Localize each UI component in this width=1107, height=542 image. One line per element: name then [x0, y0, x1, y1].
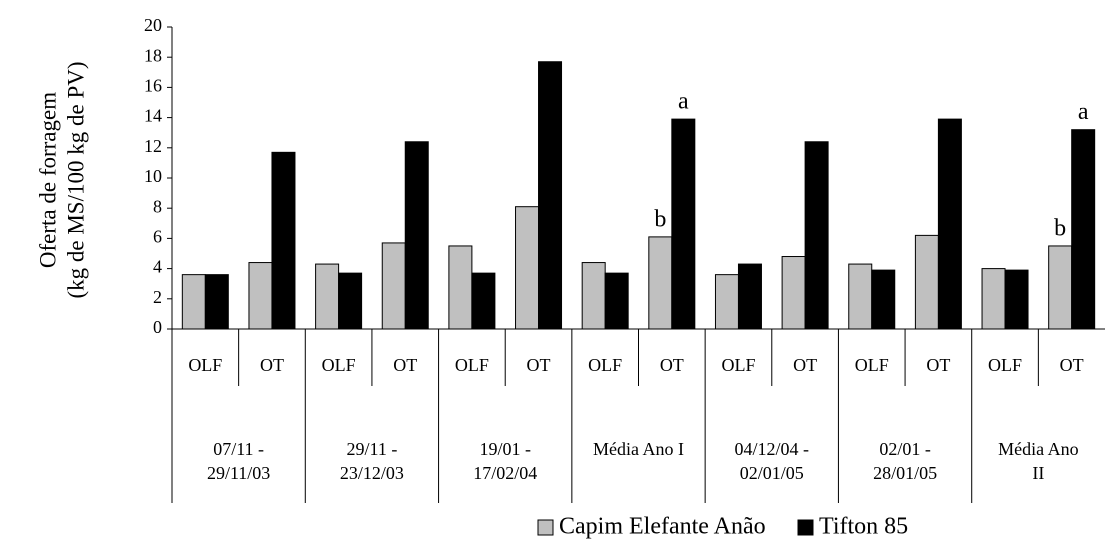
group-label: 23/12/03	[340, 463, 404, 483]
bar	[381, 242, 406, 330]
bar	[848, 263, 873, 330]
annotation: a	[1078, 99, 1089, 125]
bar	[1004, 269, 1029, 330]
x-tick-label: OLF	[322, 355, 356, 375]
bar	[204, 274, 229, 330]
bar	[271, 151, 296, 330]
bar	[714, 274, 739, 330]
bar	[338, 272, 363, 330]
bar	[515, 206, 540, 330]
bar	[248, 262, 273, 330]
y-tick-label: 16	[144, 76, 162, 96]
y-tick-label: 20	[144, 15, 162, 35]
bar	[737, 263, 762, 330]
annotation: b	[1054, 215, 1066, 241]
y-axis-title: (kg de MS/100 kg de PV)	[63, 61, 88, 298]
bar	[471, 272, 496, 330]
group-label: II	[1032, 463, 1044, 483]
group-label: 28/01/05	[873, 463, 937, 483]
x-tick-label: OT	[393, 355, 417, 375]
annotation: b	[654, 206, 666, 232]
x-tick-label: OT	[660, 355, 684, 375]
bar	[671, 118, 696, 330]
x-tick-label: OLF	[588, 355, 622, 375]
x-tick-label: OT	[1060, 355, 1084, 375]
bar	[1071, 129, 1096, 330]
x-tick-label: OLF	[188, 355, 222, 375]
x-tick-label: OLF	[455, 355, 489, 375]
y-tick-label: 6	[153, 227, 162, 247]
y-tick-label: 10	[144, 166, 162, 186]
group-label: Média Ano I	[593, 439, 684, 459]
group-label: 02/01/05	[740, 463, 804, 483]
bar	[448, 245, 473, 330]
bar	[937, 118, 962, 330]
y-tick-label: 18	[144, 45, 162, 65]
x-tick-label: OLF	[988, 355, 1022, 375]
y-tick-label: 8	[153, 196, 162, 216]
bar	[871, 269, 896, 330]
y-tick-label: 2	[153, 287, 162, 307]
x-tick-label: OLF	[855, 355, 889, 375]
group-label: Média Ano	[998, 439, 1079, 459]
bar	[648, 236, 673, 330]
group-label: 17/02/04	[473, 463, 537, 483]
x-tick-label: OT	[527, 355, 551, 375]
group-label: 02/01 -	[879, 439, 931, 459]
bar	[804, 141, 829, 330]
x-tick-label: OT	[260, 355, 284, 375]
bar	[604, 272, 629, 330]
group-label: 29/11/03	[207, 463, 270, 483]
x-tick-label: OT	[926, 355, 950, 375]
bar	[581, 262, 606, 330]
legend-label: Capim Elefante Anão	[559, 514, 766, 540]
group-label: 04/12/04 -	[735, 439, 810, 459]
legend-swatch	[537, 519, 554, 536]
x-tick-label: OLF	[721, 355, 755, 375]
y-tick-label: 14	[144, 106, 162, 126]
legend-label: Tifton 85	[819, 514, 908, 540]
group-label: 19/01 -	[479, 439, 531, 459]
y-axis-title: Oferta de forragem	[35, 92, 60, 268]
bar	[315, 263, 340, 330]
y-tick-label: 0	[153, 317, 162, 337]
y-tick-label: 12	[144, 136, 162, 156]
legend-swatch	[797, 519, 814, 536]
bar	[404, 141, 429, 330]
annotation: a	[678, 89, 689, 115]
group-label: 07/11 -	[213, 439, 264, 459]
group-label: 29/11 -	[347, 439, 398, 459]
x-tick-label: OT	[793, 355, 817, 375]
y-tick-label: 4	[153, 257, 162, 277]
bar	[1048, 245, 1073, 330]
bar	[181, 274, 206, 330]
bar	[781, 256, 806, 330]
bar	[981, 268, 1006, 330]
bar	[914, 234, 939, 330]
bar	[538, 61, 563, 330]
